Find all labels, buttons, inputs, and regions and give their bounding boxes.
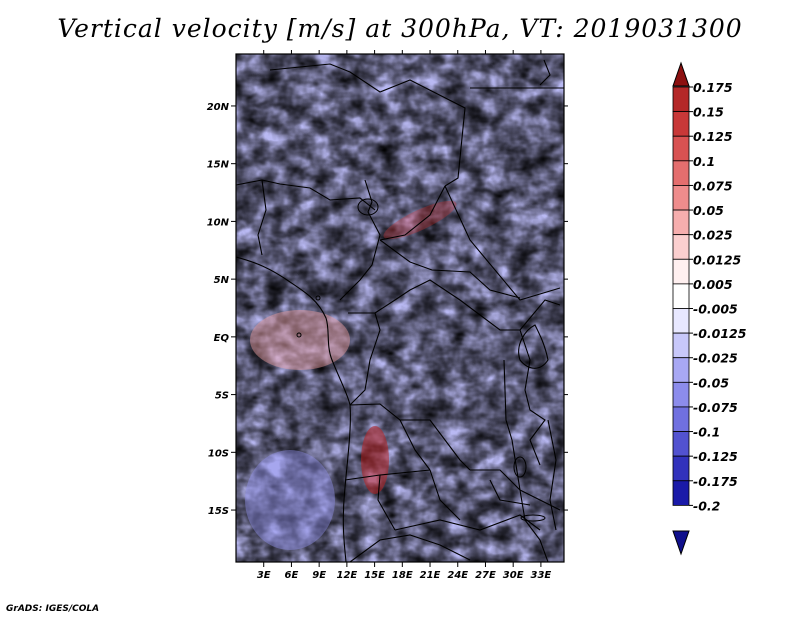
colorbar-label: -0.175 bbox=[693, 474, 738, 489]
colorbar-box bbox=[672, 381, 690, 408]
colorbar-over-arrow bbox=[672, 61, 690, 87]
subsidence-region-southwest bbox=[245, 450, 335, 550]
colorbar-label: -0.025 bbox=[693, 351, 738, 366]
colorbar-box bbox=[672, 283, 690, 309]
lon-tick-label: 30E bbox=[503, 570, 524, 581]
colorbar-box bbox=[672, 480, 690, 506]
lat-tick-label: 15N bbox=[207, 160, 230, 171]
descent-noise-layer bbox=[236, 54, 564, 562]
colorbar-box bbox=[672, 258, 690, 285]
colorbar-label: -0.0125 bbox=[693, 326, 747, 341]
colorbar-label: 0.025 bbox=[693, 228, 733, 243]
lon-tick-label: 33E bbox=[531, 570, 552, 581]
lakes bbox=[296, 198, 546, 522]
colorbar-label: 0.05 bbox=[693, 203, 724, 218]
lon-tick-label: 6E bbox=[285, 570, 299, 581]
island bbox=[315, 295, 321, 301]
colorbar-under-arrow bbox=[672, 530, 690, 556]
lon-tick-label: 27E bbox=[475, 570, 496, 581]
colorbar-box bbox=[672, 234, 690, 260]
colorbar-box bbox=[672, 135, 690, 162]
coastlines-and-borders bbox=[236, 59, 564, 562]
lat-tick-label: EQ bbox=[214, 333, 230, 344]
colorbar-box bbox=[672, 455, 690, 482]
lon-tick-label: 15E bbox=[364, 570, 385, 581]
colorbar-box bbox=[672, 406, 690, 432]
colorbar-label: -0.125 bbox=[693, 449, 738, 464]
colorbar-label: 0.175 bbox=[693, 80, 733, 95]
lon-tick-label: 21E bbox=[420, 570, 441, 581]
colorbar-label: 0.075 bbox=[693, 178, 733, 193]
axis-ticks: 20N 15N 10N 5N EQ 5S 10S 15S 3E 6E 9E 12E 15E 18E 21E 2… bbox=[207, 50, 568, 581]
lake-malawi bbox=[513, 456, 527, 478]
colorbar-box bbox=[672, 357, 690, 383]
colorbar-box bbox=[672, 431, 690, 457]
lat-tick-label: 15S bbox=[208, 506, 229, 517]
lon-tick-label: 12E bbox=[336, 570, 357, 581]
colorbar-label: 0.1 bbox=[693, 154, 715, 169]
colorbar-label: 0.125 bbox=[693, 129, 733, 144]
map-frame bbox=[235, 53, 565, 563]
strong-ascent-cell bbox=[361, 426, 389, 494]
colorbar-box bbox=[672, 185, 690, 211]
colorbar-box bbox=[672, 160, 690, 186]
colorbar-label: -0.1 bbox=[693, 425, 720, 440]
colorbar-label: 0.005 bbox=[693, 277, 733, 292]
lat-tick-label: 20N bbox=[207, 102, 230, 113]
lat-tick-label: 10S bbox=[208, 448, 229, 459]
colorbar-label: -0.05 bbox=[693, 375, 729, 390]
map-title: Vertical velocity [m/s] at 300hPa, VT: 2… bbox=[57, 14, 743, 43]
island bbox=[296, 332, 302, 338]
velocity-field bbox=[236, 54, 564, 562]
lat-tick-label: 5N bbox=[214, 275, 230, 286]
colorbar-label: -0.005 bbox=[693, 302, 738, 317]
lat-tick-label: 10N bbox=[207, 217, 230, 228]
colorbar-box bbox=[672, 86, 690, 113]
lon-tick-label: 18E bbox=[392, 570, 413, 581]
colorbar-box bbox=[672, 209, 690, 236]
colorbar-box bbox=[672, 308, 690, 334]
colorbar-label: 0.0125 bbox=[693, 252, 742, 267]
colorbar: 0.175 0.15 0.125 0.1 0.075 0.05 0.025 0.0125 0.0… bbox=[672, 61, 747, 556]
colorbar-box bbox=[672, 332, 690, 359]
lon-tick-label: 24E bbox=[447, 570, 468, 581]
colorbar-label: 0.15 bbox=[693, 105, 724, 120]
lon-tick-label: 3E bbox=[257, 570, 271, 581]
grads-credit: GrADS: IGES/COLA bbox=[6, 604, 100, 614]
lake-kariba bbox=[520, 514, 546, 522]
colorbar-label: -0.075 bbox=[693, 400, 738, 415]
ascent-region-west bbox=[250, 310, 350, 370]
colorbar-label: -0.2 bbox=[693, 498, 720, 513]
colorbar-box bbox=[672, 111, 690, 137]
lat-tick-label: 5S bbox=[215, 391, 229, 402]
lake-chad bbox=[357, 198, 379, 216]
lon-tick-label: 9E bbox=[312, 570, 326, 581]
ascent-band bbox=[383, 200, 457, 240]
